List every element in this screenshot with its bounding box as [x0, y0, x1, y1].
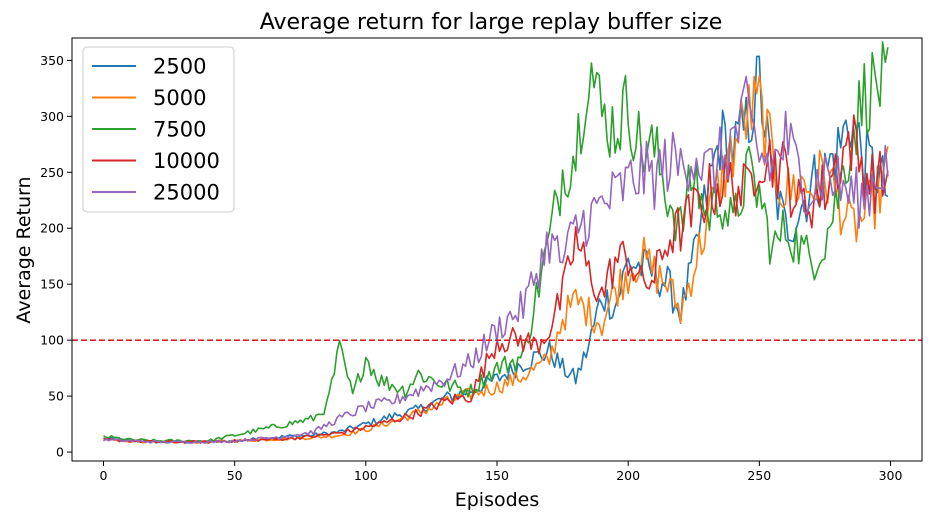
series-lines: [102, 41, 889, 444]
x-tick-label: 250: [747, 468, 771, 483]
legend-label-2500: 2500: [153, 55, 206, 79]
y-axis-label: Average Return: [13, 176, 35, 323]
legend-label-7500: 7500: [153, 118, 206, 142]
legend-box: [82, 46, 235, 213]
y-tick-label: 300: [40, 109, 64, 124]
x-axis-label: Episodes: [455, 489, 540, 511]
y-tick-label: 0: [56, 445, 64, 460]
y-tick-label: 100: [40, 333, 64, 348]
series-line-7500: [103, 41, 889, 443]
series-line-25000: [102, 75, 889, 444]
x-tick-label: 50: [227, 468, 243, 483]
y-tick-label: 50: [48, 389, 64, 404]
series-line-10000: [103, 114, 889, 444]
plot-area: 0 50 100 150 200 250 300 0 50 100 150 200 250 300 350: [40, 37, 923, 483]
y-tick-label: 150: [40, 277, 64, 292]
chart-title: Average return for large replay buffer s…: [260, 10, 723, 35]
legend-label-10000: 10000: [153, 149, 220, 173]
y-tick-label: 250: [40, 165, 64, 180]
y-tick-label: 200: [40, 221, 64, 236]
y-axis-ticks: 0 50 100 150 200 250 300 350: [40, 53, 72, 460]
legend-label-5000: 5000: [153, 86, 206, 110]
x-tick-label: 300: [879, 468, 903, 483]
legend-label-25000: 25000: [153, 181, 220, 205]
legend: 2500 5000 7500 10000 25000: [82, 46, 235, 213]
x-axis-ticks: 0 50 100 150 200 250 300: [100, 461, 903, 483]
x-tick-label: 0: [100, 468, 108, 483]
y-tick-label: 350: [40, 53, 64, 68]
x-tick-label: 200: [616, 468, 640, 483]
x-tick-label: 100: [354, 468, 378, 483]
x-tick-label: 150: [485, 468, 509, 483]
